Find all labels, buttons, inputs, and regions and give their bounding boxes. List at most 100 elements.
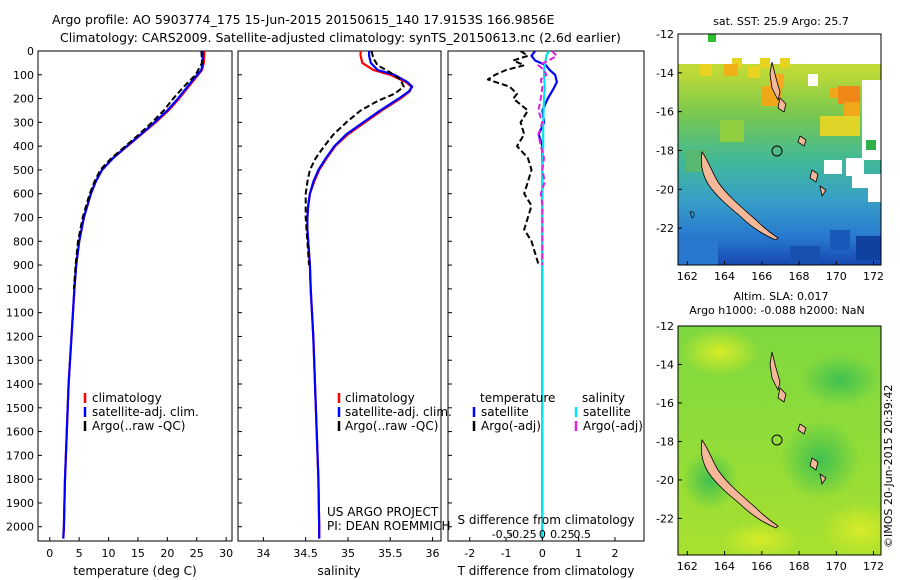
legend-label-climatology: climatology — [345, 391, 415, 405]
sla-map-frame — [677, 325, 882, 556]
difference-plot — [486, 51, 559, 539]
legend-label-s-satellite: satellite — [583, 405, 631, 419]
map-x-tick-label: 168 — [789, 560, 810, 573]
legend-label-argo: Argo(..raw -QC) — [345, 419, 438, 433]
difference-xlabel-top: S difference from climatology — [458, 513, 635, 527]
temperature-xlabel: temperature (deg C) — [73, 564, 196, 578]
legend-header-salinity: salinity — [582, 391, 625, 405]
map-y-tick-label: -14 — [656, 67, 674, 80]
sst-map-frame — [677, 33, 882, 266]
legend-label-satellite: satellite-adj. clim. — [92, 405, 199, 419]
x-tick-label: -1 — [501, 547, 512, 560]
depth-tick-label: 900 — [13, 259, 34, 272]
temperature-panel-frame — [37, 50, 233, 542]
difference-panel-frame — [447, 50, 645, 542]
vanuatu-island-mid — [777, 387, 787, 403]
project-annotation-line-1: US ARGO PROJECT — [327, 505, 439, 519]
map-x-tick-label: 164 — [714, 270, 735, 283]
map-y-tick-label: -12 — [656, 28, 674, 41]
map-y-tick-label: -22 — [656, 222, 674, 235]
x-tick-label: 25 — [190, 547, 204, 560]
x-tick-label-top: 0.5 — [574, 528, 592, 541]
x-tick-label: 34 — [256, 547, 270, 560]
legend-label-argo: Argo(..raw -QC) — [92, 419, 185, 433]
difference-legend: temperature salinity satellite Argo(-adj… — [472, 391, 643, 433]
map-y-tick-label: -12 — [656, 320, 674, 333]
depth-tick-label: 1300 — [6, 354, 34, 367]
map-y-tick-label: -16 — [656, 397, 674, 410]
header-line-2: Climatology: CARS2009. Satellite-adjuste… — [60, 30, 621, 45]
map-x-tick-label: 166 — [751, 270, 772, 283]
depth-tick-label: 400 — [13, 140, 34, 153]
imos-stamp: ©IMOS 20-Jun-2015 20:39:42 — [882, 384, 895, 548]
x-tick-label-top: 0 — [539, 528, 546, 541]
vanuatu-island-mid — [777, 97, 787, 113]
sst-map-title: sat. SST: 25.9 Argo: 25.7 — [713, 15, 849, 28]
x-tick-label-top: -0.5 — [492, 528, 513, 541]
salinity-legend: climatology satellite-adj. clim. Argo(..… — [327, 391, 452, 533]
map-x-tick-label: 170 — [826, 270, 847, 283]
legend-header-temperature: temperature — [480, 391, 555, 405]
map-y-tick-label: -20 — [656, 474, 674, 487]
series-line-salinity-satellite — [541, 51, 550, 539]
sla-map-axes: 162 164 166 168 170 172 -12 -14 -16 -18 -20 -22 — [656, 320, 884, 573]
vanuatu-island-north — [769, 61, 781, 102]
x-tick-label: 2 — [611, 547, 618, 560]
map-x-tick-label: 162 — [677, 270, 698, 283]
vanuatu-island-south — [797, 423, 807, 435]
difference-xlabel: T difference from climatology — [457, 564, 635, 578]
depth-tick-label: 500 — [13, 164, 34, 177]
series-line-argo-raw-qc — [72, 51, 203, 289]
depth-tick-label: 800 — [13, 235, 34, 248]
depth-tick-label: 1600 — [6, 426, 34, 439]
x-tick-label: 36 — [426, 547, 440, 560]
map-x-tick-label: 172 — [863, 270, 884, 283]
depth-tick-label: 1700 — [6, 449, 34, 462]
series-line-argo-raw-qc — [304, 51, 405, 266]
legend-label-t-satellite: satellite — [481, 405, 529, 419]
new-caledonia-island — [700, 151, 779, 241]
new-caledonia-island — [700, 439, 779, 529]
series-line-salinity-argo-adj — [537, 51, 558, 266]
depth-tick-label: 700 — [13, 212, 34, 225]
map-y-tick-label: -16 — [656, 106, 674, 119]
x-tick-label: 5 — [76, 547, 83, 560]
depth-tick-label: 1100 — [6, 307, 34, 320]
depth-tick-label: 1800 — [6, 473, 34, 486]
x-tick-label: 0 — [539, 547, 546, 560]
sla-map — [678, 326, 881, 555]
map-y-tick-label: -22 — [656, 512, 674, 525]
sst-map — [678, 34, 881, 265]
series-line-satellite-adj-clim — [306, 51, 414, 539]
depth-tick-label: 600 — [13, 188, 34, 201]
depth-tick-label: 2000 — [6, 521, 34, 534]
salinity-panel-frame — [237, 50, 442, 542]
depth-tick-label: 1200 — [6, 330, 34, 343]
sst-map-axes: 162 164 166 168 170 172 -12 -14 -16 -18 -20 -22 — [656, 28, 884, 283]
map-x-tick-label: 164 — [714, 560, 735, 573]
map-x-tick-label: 170 — [826, 560, 847, 573]
depth-tick-label: 200 — [13, 93, 34, 106]
series-line-temperature-argo-adj — [486, 51, 540, 266]
legend-label-climatology: climatology — [92, 391, 162, 405]
x-tick-label: 0 — [46, 547, 53, 560]
map-x-tick-label: 166 — [751, 560, 772, 573]
x-tick-label: 35 — [341, 547, 355, 560]
depth-tick-label: 1400 — [6, 378, 34, 391]
loyalty-islands — [809, 457, 827, 486]
x-tick-label: 20 — [160, 547, 174, 560]
x-tick-label-top: 0.25 — [550, 528, 575, 541]
loyalty-islands — [809, 169, 827, 198]
depth-tick-label: 100 — [13, 69, 34, 82]
map-y-tick-label: -20 — [656, 183, 674, 196]
x-tick-label: 1 — [575, 547, 582, 560]
legend-label-satellite: satellite-adj. clim. — [345, 405, 452, 419]
temperature-plot — [62, 51, 206, 539]
project-annotation-line-2: PI: DEAN ROEMMICH — [327, 519, 450, 533]
series-line-climatology — [62, 51, 206, 539]
vanuatu-island-south — [797, 135, 807, 147]
sst-pixel-field — [678, 34, 881, 265]
sla-map-title-line-2: Argo h1000: -0.088 h2000: NaN — [689, 304, 865, 317]
salinity-plot — [304, 51, 414, 539]
x-tick-label-top: -0.25 — [508, 528, 536, 541]
